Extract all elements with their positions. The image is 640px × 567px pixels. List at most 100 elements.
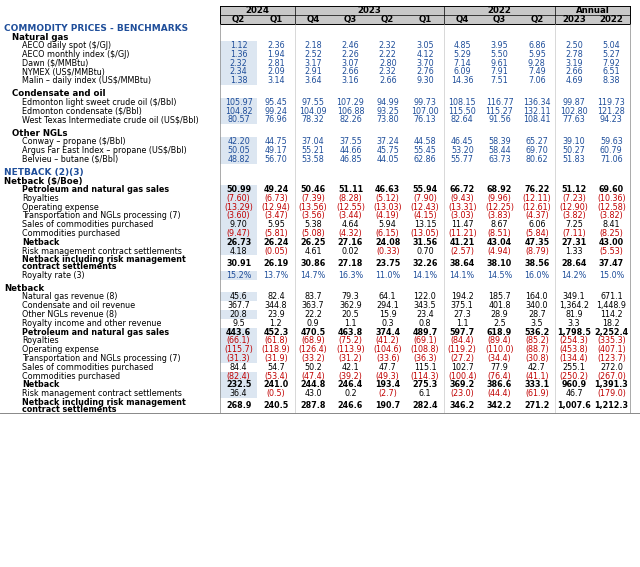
Text: 71.06: 71.06 bbox=[600, 155, 623, 164]
Text: Netback ($/Boe): Netback ($/Boe) bbox=[4, 176, 83, 185]
Text: 44.58: 44.58 bbox=[413, 137, 436, 146]
Text: 46.85: 46.85 bbox=[339, 155, 362, 164]
Text: 28.7: 28.7 bbox=[528, 310, 546, 319]
Text: Operating expense: Operating expense bbox=[22, 345, 99, 354]
Text: 2.80: 2.80 bbox=[379, 59, 397, 67]
Text: 470.5: 470.5 bbox=[301, 328, 326, 337]
Text: Edmonton condensate ($/Bbl): Edmonton condensate ($/Bbl) bbox=[22, 107, 142, 116]
Text: 49.24: 49.24 bbox=[263, 185, 289, 194]
Text: (33.2): (33.2) bbox=[301, 354, 325, 363]
Text: 240.5: 240.5 bbox=[263, 401, 289, 411]
Text: Condensate and oil: Condensate and oil bbox=[12, 90, 106, 99]
Text: 246.6: 246.6 bbox=[338, 401, 363, 411]
Text: (68.9): (68.9) bbox=[301, 336, 325, 345]
Text: 232.5: 232.5 bbox=[226, 380, 252, 390]
Text: Annual: Annual bbox=[576, 6, 610, 15]
Text: Q4: Q4 bbox=[307, 15, 320, 24]
Text: 343.5: 343.5 bbox=[413, 301, 436, 310]
Bar bbox=[220, 271, 257, 280]
Text: 8.38: 8.38 bbox=[603, 77, 620, 85]
Text: 3.17: 3.17 bbox=[305, 59, 322, 67]
Text: 14.1%: 14.1% bbox=[412, 271, 438, 280]
Text: 5.29: 5.29 bbox=[453, 50, 471, 59]
Text: 18.2: 18.2 bbox=[602, 319, 620, 328]
Text: 5.95: 5.95 bbox=[267, 220, 285, 229]
Text: 344.8: 344.8 bbox=[265, 301, 287, 310]
Text: (113.9): (113.9) bbox=[336, 345, 365, 354]
Bar bbox=[220, 293, 257, 301]
Text: (4.37): (4.37) bbox=[525, 211, 548, 221]
Text: 44.05: 44.05 bbox=[376, 155, 399, 164]
Text: 1,212.3: 1,212.3 bbox=[595, 401, 628, 411]
Text: 50.2: 50.2 bbox=[304, 363, 322, 372]
Text: (7.39): (7.39) bbox=[301, 194, 325, 203]
Text: 53.58: 53.58 bbox=[302, 155, 324, 164]
Text: 13.7%: 13.7% bbox=[263, 271, 289, 280]
Text: 28.9: 28.9 bbox=[491, 310, 508, 319]
Text: 340.0: 340.0 bbox=[525, 301, 548, 310]
Text: 443.6: 443.6 bbox=[226, 328, 251, 337]
Text: 55.94: 55.94 bbox=[412, 185, 438, 194]
Text: 58.44: 58.44 bbox=[488, 146, 511, 155]
Text: Q1: Q1 bbox=[419, 15, 431, 24]
Text: 58.39: 58.39 bbox=[488, 137, 511, 146]
Text: 102.7: 102.7 bbox=[451, 363, 474, 372]
Text: 5.27: 5.27 bbox=[602, 50, 620, 59]
Text: 94.99: 94.99 bbox=[376, 98, 399, 107]
Text: 50.05: 50.05 bbox=[227, 146, 250, 155]
Text: 1,798.5: 1,798.5 bbox=[557, 328, 591, 337]
Text: 960.9: 960.9 bbox=[561, 380, 587, 390]
Text: (31.2): (31.2) bbox=[339, 354, 362, 363]
Text: 3.14: 3.14 bbox=[267, 77, 285, 85]
Text: (47.4): (47.4) bbox=[301, 371, 325, 380]
Text: 363.7: 363.7 bbox=[302, 301, 324, 310]
Text: 80.62: 80.62 bbox=[525, 155, 548, 164]
Bar bbox=[220, 221, 257, 229]
Bar bbox=[220, 229, 257, 238]
Text: 11.0%: 11.0% bbox=[375, 271, 401, 280]
Text: 99.87: 99.87 bbox=[563, 98, 586, 107]
Text: 3.95: 3.95 bbox=[491, 41, 508, 50]
Text: 9.61: 9.61 bbox=[491, 59, 508, 67]
Text: (12.58): (12.58) bbox=[597, 202, 626, 211]
Text: (126.4): (126.4) bbox=[299, 345, 328, 354]
Text: 23.4: 23.4 bbox=[416, 310, 434, 319]
Text: (13.05): (13.05) bbox=[411, 229, 440, 238]
Text: 51.12: 51.12 bbox=[561, 185, 587, 194]
Text: 104.09: 104.09 bbox=[300, 107, 327, 116]
Text: 369.2: 369.2 bbox=[450, 380, 475, 390]
Text: 23.9: 23.9 bbox=[267, 310, 285, 319]
Text: 1,391.3: 1,391.3 bbox=[595, 380, 628, 390]
Text: (3.82): (3.82) bbox=[562, 211, 586, 221]
Text: 2.66: 2.66 bbox=[342, 67, 359, 77]
Text: 26.24: 26.24 bbox=[263, 238, 289, 247]
Text: (61.8): (61.8) bbox=[264, 336, 288, 345]
Text: 45.75: 45.75 bbox=[376, 146, 399, 155]
Text: 99.24: 99.24 bbox=[264, 107, 287, 116]
Text: Q1: Q1 bbox=[269, 15, 282, 24]
Bar bbox=[220, 50, 257, 59]
Bar bbox=[220, 328, 257, 336]
Text: 20.5: 20.5 bbox=[342, 310, 359, 319]
Text: 39.10: 39.10 bbox=[563, 137, 586, 146]
Text: (6.73): (6.73) bbox=[264, 194, 288, 203]
Text: (7.23): (7.23) bbox=[562, 194, 586, 203]
Text: 27.18: 27.18 bbox=[338, 259, 363, 268]
Text: Netback including risk management: Netback including risk management bbox=[22, 255, 186, 264]
Text: 375.1: 375.1 bbox=[451, 301, 474, 310]
Text: (12.11): (12.11) bbox=[522, 194, 551, 203]
Text: 76.22: 76.22 bbox=[524, 185, 550, 194]
Text: (9.96): (9.96) bbox=[488, 194, 511, 203]
Text: (4.94): (4.94) bbox=[488, 247, 511, 256]
Text: 2022: 2022 bbox=[600, 15, 623, 24]
Text: Netback including risk management: Netback including risk management bbox=[22, 398, 186, 407]
Text: 44.75: 44.75 bbox=[264, 137, 287, 146]
Text: 93.25: 93.25 bbox=[376, 107, 399, 116]
Text: 1,364.2: 1,364.2 bbox=[559, 301, 589, 310]
Text: 53.20: 53.20 bbox=[451, 146, 474, 155]
Text: (34.4): (34.4) bbox=[488, 354, 511, 363]
Text: 5.94: 5.94 bbox=[379, 220, 397, 229]
Text: Natural gas revenue (8): Natural gas revenue (8) bbox=[22, 293, 118, 301]
Text: 597.7: 597.7 bbox=[450, 328, 475, 337]
Text: 79.3: 79.3 bbox=[342, 293, 359, 301]
